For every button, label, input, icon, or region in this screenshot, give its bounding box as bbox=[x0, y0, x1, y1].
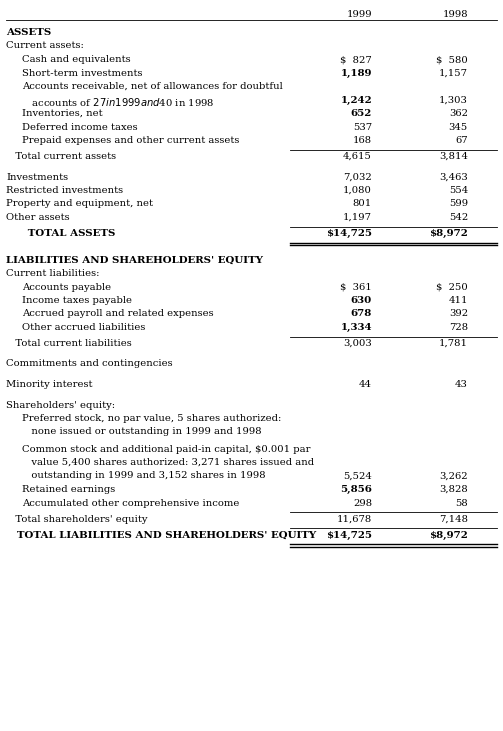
Text: Common stock and additional paid-in capital, $0.001 par: Common stock and additional paid-in capi… bbox=[22, 444, 310, 453]
Text: Restricted investments: Restricted investments bbox=[6, 186, 123, 195]
Text: 58: 58 bbox=[455, 499, 468, 507]
Text: 537: 537 bbox=[353, 123, 372, 132]
Text: 44: 44 bbox=[359, 380, 372, 389]
Text: $8,972: $8,972 bbox=[429, 229, 468, 238]
Text: 542: 542 bbox=[449, 213, 468, 222]
Text: Investments: Investments bbox=[6, 173, 68, 181]
Text: outstanding in 1999 and 3,152 shares in 1998: outstanding in 1999 and 3,152 shares in … bbox=[22, 471, 266, 480]
Text: 3,828: 3,828 bbox=[439, 485, 468, 494]
Text: Current assets:: Current assets: bbox=[6, 42, 84, 50]
Text: 1999: 1999 bbox=[347, 10, 372, 19]
Text: Short-term investments: Short-term investments bbox=[22, 69, 142, 77]
Text: $  580: $ 580 bbox=[436, 55, 468, 64]
Text: TOTAL ASSETS: TOTAL ASSETS bbox=[6, 229, 115, 238]
Text: Minority interest: Minority interest bbox=[6, 380, 93, 389]
Text: $14,725: $14,725 bbox=[326, 229, 372, 238]
Text: Property and equipment, net: Property and equipment, net bbox=[6, 200, 153, 208]
Text: $  250: $ 250 bbox=[436, 282, 468, 292]
Text: 168: 168 bbox=[353, 136, 372, 145]
Text: Preferred stock, no par value, 5 shares authorized:: Preferred stock, no par value, 5 shares … bbox=[22, 414, 281, 423]
Text: 630: 630 bbox=[351, 296, 372, 305]
Text: Deferred income taxes: Deferred income taxes bbox=[22, 123, 138, 132]
Text: Cash and equivalents: Cash and equivalents bbox=[22, 55, 131, 64]
Text: 3,463: 3,463 bbox=[439, 173, 468, 181]
Text: value 5,400 shares authorized: 3,271 shares issued and: value 5,400 shares authorized: 3,271 sha… bbox=[22, 458, 314, 467]
Text: 3,814: 3,814 bbox=[439, 152, 468, 161]
Text: 1,080: 1,080 bbox=[343, 186, 372, 195]
Text: 345: 345 bbox=[449, 123, 468, 132]
Text: Current liabilities:: Current liabilities: bbox=[6, 269, 100, 278]
Text: Inventories, net: Inventories, net bbox=[22, 109, 103, 118]
Text: 392: 392 bbox=[449, 309, 468, 319]
Text: 1,189: 1,189 bbox=[341, 69, 372, 77]
Text: 1,303: 1,303 bbox=[439, 96, 468, 105]
Text: 1,197: 1,197 bbox=[343, 213, 372, 222]
Text: Accumulated other comprehensive income: Accumulated other comprehensive income bbox=[22, 499, 239, 507]
Text: TOTAL LIABILITIES AND SHAREHOLDERS' EQUITY: TOTAL LIABILITIES AND SHAREHOLDERS' EQUI… bbox=[6, 531, 316, 539]
Text: Accounts payable: Accounts payable bbox=[22, 282, 111, 292]
Text: 1,334: 1,334 bbox=[341, 323, 372, 332]
Text: $  361: $ 361 bbox=[340, 282, 372, 292]
Text: 5,524: 5,524 bbox=[343, 471, 372, 480]
Text: Total current liabilities: Total current liabilities bbox=[6, 339, 132, 348]
Text: 1,242: 1,242 bbox=[341, 96, 372, 105]
Text: $  827: $ 827 bbox=[340, 55, 372, 64]
Text: Other assets: Other assets bbox=[6, 213, 69, 222]
Text: Retained earnings: Retained earnings bbox=[22, 485, 115, 494]
Text: 1,781: 1,781 bbox=[439, 339, 468, 348]
Text: Accrued payroll and related expenses: Accrued payroll and related expenses bbox=[22, 309, 214, 319]
Text: 7,032: 7,032 bbox=[343, 173, 372, 181]
Text: 7,148: 7,148 bbox=[439, 515, 468, 523]
Text: 1998: 1998 bbox=[442, 10, 468, 19]
Text: Income taxes payable: Income taxes payable bbox=[22, 296, 132, 305]
Text: 43: 43 bbox=[455, 380, 468, 389]
Text: 678: 678 bbox=[351, 309, 372, 319]
Text: 599: 599 bbox=[449, 200, 468, 208]
Text: ASSETS: ASSETS bbox=[6, 28, 51, 37]
Text: 11,678: 11,678 bbox=[337, 515, 372, 523]
Text: 3,262: 3,262 bbox=[440, 471, 468, 480]
Text: 801: 801 bbox=[353, 200, 372, 208]
Text: 4,615: 4,615 bbox=[343, 152, 372, 161]
Text: Other accrued liabilities: Other accrued liabilities bbox=[22, 323, 145, 332]
Text: 298: 298 bbox=[353, 499, 372, 507]
Text: $14,725: $14,725 bbox=[326, 531, 372, 539]
Text: accounts of $27 in 1999 and $40 in 1998: accounts of $27 in 1999 and $40 in 1998 bbox=[22, 96, 214, 107]
Text: 411: 411 bbox=[449, 296, 468, 305]
Text: 728: 728 bbox=[449, 323, 468, 332]
Text: 1,157: 1,157 bbox=[439, 69, 468, 77]
Text: Prepaid expenses and other current assets: Prepaid expenses and other current asset… bbox=[22, 136, 239, 145]
Text: none issued or outstanding in 1999 and 1998: none issued or outstanding in 1999 and 1… bbox=[22, 428, 262, 436]
Text: 67: 67 bbox=[455, 136, 468, 145]
Text: Accounts receivable, net of allowances for doubtful: Accounts receivable, net of allowances f… bbox=[22, 82, 283, 91]
Text: Total current assets: Total current assets bbox=[6, 152, 116, 161]
Text: LIABILITIES AND SHAREHOLDERS' EQUITY: LIABILITIES AND SHAREHOLDERS' EQUITY bbox=[6, 256, 263, 265]
Text: 652: 652 bbox=[351, 109, 372, 118]
Text: 554: 554 bbox=[449, 186, 468, 195]
Text: Shareholders' equity:: Shareholders' equity: bbox=[6, 401, 115, 409]
Text: $8,972: $8,972 bbox=[429, 531, 468, 539]
Text: 5,856: 5,856 bbox=[340, 485, 372, 494]
Text: 362: 362 bbox=[449, 109, 468, 118]
Text: Total shareholders' equity: Total shareholders' equity bbox=[6, 515, 147, 523]
Text: 3,003: 3,003 bbox=[343, 339, 372, 348]
Text: Commitments and contingencies: Commitments and contingencies bbox=[6, 360, 173, 368]
